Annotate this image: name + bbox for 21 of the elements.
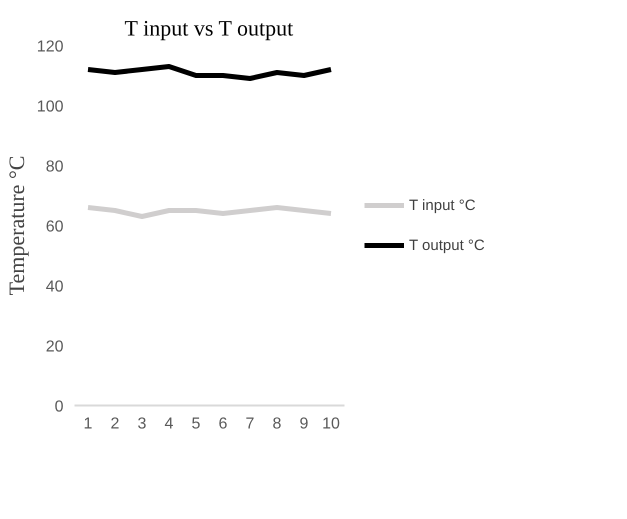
- y-tick-label: 60: [46, 218, 64, 236]
- x-tick-label: 4: [164, 416, 174, 432]
- x-tick-label: 2: [110, 416, 120, 432]
- y-tick-label: 80: [46, 158, 64, 176]
- x-tick-label: 3: [138, 416, 147, 432]
- x-tick-label: 9: [300, 416, 309, 432]
- x-tick-label: 7: [246, 416, 255, 432]
- chart-title: T input vs T output: [124, 16, 294, 40]
- x-tick-label: 8: [272, 416, 282, 432]
- y-tick-label: 40: [46, 278, 64, 296]
- x-tick-label: 1: [84, 416, 93, 432]
- y-tick-label: 0: [54, 398, 64, 416]
- y-tick-label: 100: [36, 98, 64, 116]
- legend-label: T output °C: [409, 236, 485, 254]
- y-axis-title: Temperature °C: [4, 156, 29, 296]
- legend-label: T input °C: [409, 196, 476, 214]
- y-tick-label: 120: [36, 38, 64, 56]
- x-tick-label: 10: [322, 416, 340, 432]
- y-tick-label: 20: [46, 338, 64, 356]
- x-tick-label: 5: [192, 416, 201, 432]
- x-tick-label: 6: [218, 416, 228, 432]
